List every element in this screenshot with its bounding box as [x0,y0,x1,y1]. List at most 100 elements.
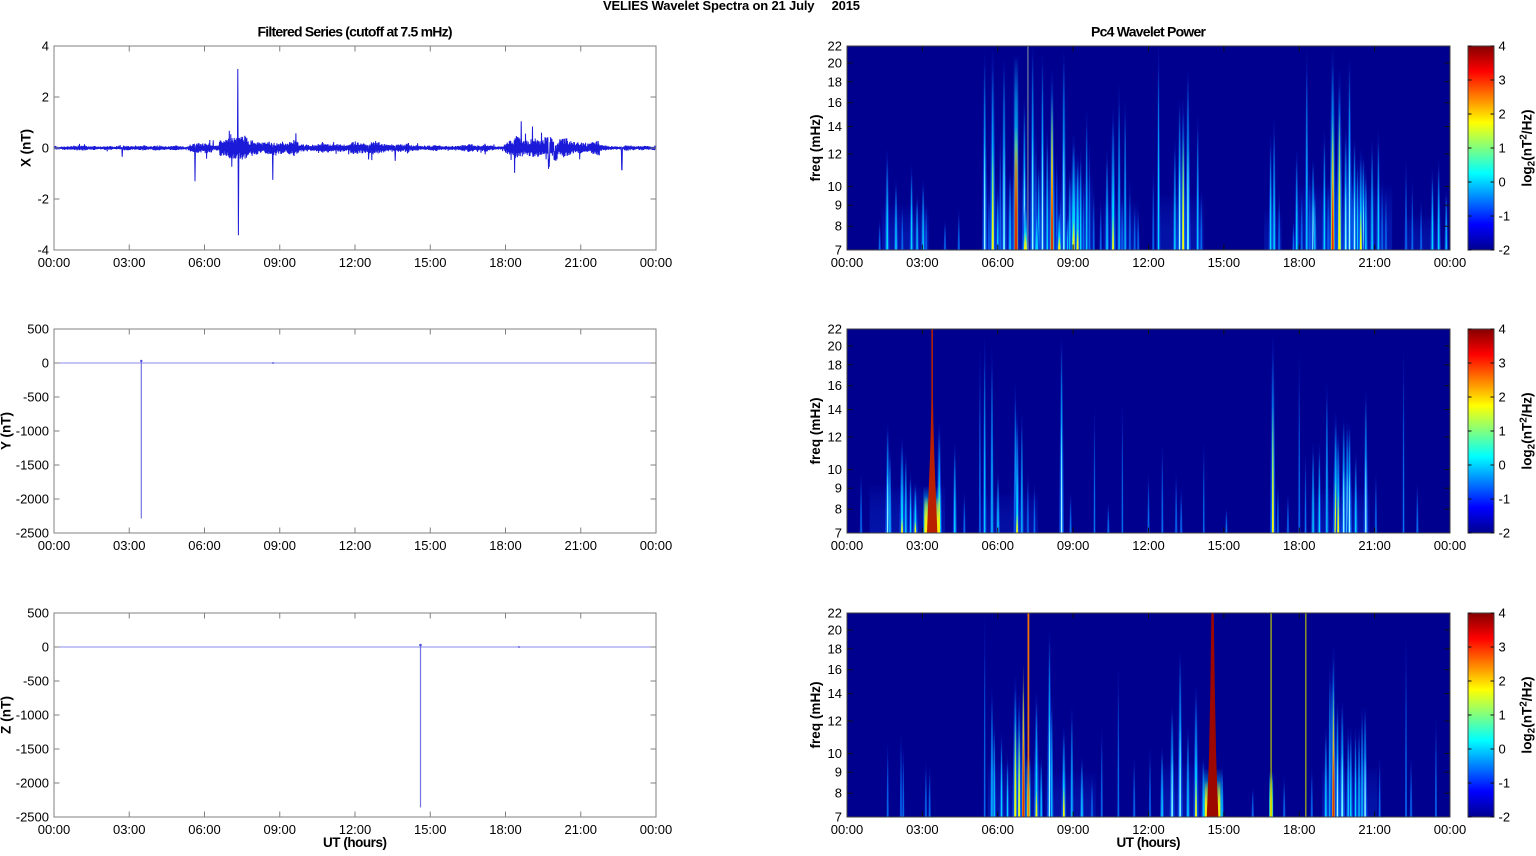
svg-text:09:00: 09:00 [1057,538,1090,553]
svg-text:09:00: 09:00 [1057,255,1090,270]
svg-text:Z (nT): Z (nT) [0,696,14,734]
svg-text:log2(nT2/Hz): log2(nT2/Hz) [1519,676,1536,753]
svg-text:15:00: 15:00 [1208,538,1241,553]
svg-text:2: 2 [1499,674,1506,689]
svg-text:-1500: -1500 [16,742,49,757]
svg-text:-2: -2 [1499,526,1511,541]
svg-text:7: 7 [835,243,842,258]
svg-text:12: 12 [828,713,842,728]
svg-text:8: 8 [835,786,842,801]
svg-text:12:00: 12:00 [339,538,372,553]
svg-text:log2(nT2/Hz): log2(nT2/Hz) [1519,109,1536,186]
svg-text:21:00: 21:00 [564,822,597,837]
svg-text:freq (mHz): freq (mHz) [808,398,823,465]
svg-text:14: 14 [828,402,842,417]
svg-text:16: 16 [828,95,842,110]
svg-text:8: 8 [835,219,842,234]
svg-text:21:00: 21:00 [1358,255,1391,270]
svg-text:12:00: 12:00 [1132,822,1165,837]
svg-text:Filtered Series (cutoff at 7.5: Filtered Series (cutoff at 7.5 mHz) [258,24,453,40]
svg-text:03:00: 03:00 [906,822,939,837]
svg-text:freq (mHz): freq (mHz) [808,682,823,749]
svg-text:X (nT): X (nT) [19,129,34,167]
svg-text:0: 0 [42,640,49,655]
svg-text:03:00: 03:00 [113,822,146,837]
svg-text:00:00: 00:00 [640,822,673,837]
svg-text:21:00: 21:00 [564,255,597,270]
svg-text:7: 7 [835,810,842,825]
svg-text:03:00: 03:00 [113,538,146,553]
svg-text:9: 9 [835,481,842,496]
svg-text:2: 2 [1499,390,1506,405]
svg-text:1: 1 [1499,141,1506,156]
svg-text:10: 10 [828,462,842,477]
svg-text:16: 16 [828,378,842,393]
svg-text:-2: -2 [1499,243,1511,258]
svg-text:-4: -4 [37,243,49,258]
svg-text:12:00: 12:00 [339,255,372,270]
svg-text:-2: -2 [37,192,49,207]
svg-text:2: 2 [1499,107,1506,122]
svg-text:09:00: 09:00 [263,255,296,270]
svg-text:09:00: 09:00 [263,822,296,837]
svg-text:-1: -1 [1499,209,1511,224]
svg-text:-1: -1 [1499,776,1511,791]
svg-text:00:00: 00:00 [1434,538,1467,553]
svg-text:VELIES Wavelet Spectra on 21 J: VELIES Wavelet Spectra on 21 July 2015 [603,0,860,13]
svg-text:500: 500 [27,322,49,337]
svg-text:18: 18 [828,641,842,656]
svg-text:-500: -500 [23,390,49,405]
svg-text:00:00: 00:00 [640,255,673,270]
svg-text:15:00: 15:00 [414,538,447,553]
svg-text:09:00: 09:00 [263,538,296,553]
svg-text:4: 4 [1499,322,1506,337]
svg-text:15:00: 15:00 [1208,822,1241,837]
svg-text:06:00: 06:00 [981,538,1014,553]
svg-text:-2500: -2500 [16,810,49,825]
svg-text:-1000: -1000 [16,708,49,723]
svg-text:log2(nT2/Hz): log2(nT2/Hz) [1519,392,1536,469]
svg-text:03:00: 03:00 [906,538,939,553]
svg-text:-1000: -1000 [16,424,49,439]
svg-text:-1: -1 [1499,492,1511,507]
svg-text:14: 14 [828,686,842,701]
svg-text:-2: -2 [1499,810,1511,825]
svg-text:18:00: 18:00 [489,538,522,553]
svg-text:4: 4 [42,39,49,54]
svg-text:15:00: 15:00 [1208,255,1241,270]
svg-text:1: 1 [1499,708,1506,723]
svg-text:500: 500 [27,606,49,621]
svg-text:-500: -500 [23,674,49,689]
svg-text:09:00: 09:00 [1057,822,1090,837]
svg-text:-2500: -2500 [16,526,49,541]
svg-text:20: 20 [828,55,842,70]
svg-text:03:00: 03:00 [113,255,146,270]
svg-text:-2000: -2000 [16,776,49,791]
svg-text:4: 4 [1499,606,1506,621]
svg-text:15:00: 15:00 [414,255,447,270]
svg-text:3: 3 [1499,356,1506,371]
svg-text:-2000: -2000 [16,492,49,507]
svg-text:18:00: 18:00 [1283,538,1316,553]
svg-text:0: 0 [1499,175,1506,190]
svg-text:12:00: 12:00 [1132,255,1165,270]
svg-text:16: 16 [828,662,842,677]
svg-text:freq (mHz): freq (mHz) [808,115,823,182]
svg-text:0: 0 [42,141,49,156]
svg-text:18: 18 [828,357,842,372]
svg-text:06:00: 06:00 [981,255,1014,270]
svg-text:UT (hours): UT (hours) [1117,835,1181,850]
svg-text:1: 1 [1499,424,1506,439]
svg-text:4: 4 [1499,39,1506,54]
svg-text:22: 22 [828,322,842,337]
svg-text:20: 20 [828,622,842,637]
svg-text:21:00: 21:00 [1358,538,1391,553]
svg-text:18:00: 18:00 [489,822,522,837]
svg-text:18:00: 18:00 [1283,255,1316,270]
svg-text:18: 18 [828,74,842,89]
svg-text:06:00: 06:00 [981,822,1014,837]
svg-text:22: 22 [828,606,842,621]
svg-text:14: 14 [828,119,842,134]
svg-text:UT (hours): UT (hours) [323,835,387,850]
svg-text:0: 0 [42,356,49,371]
